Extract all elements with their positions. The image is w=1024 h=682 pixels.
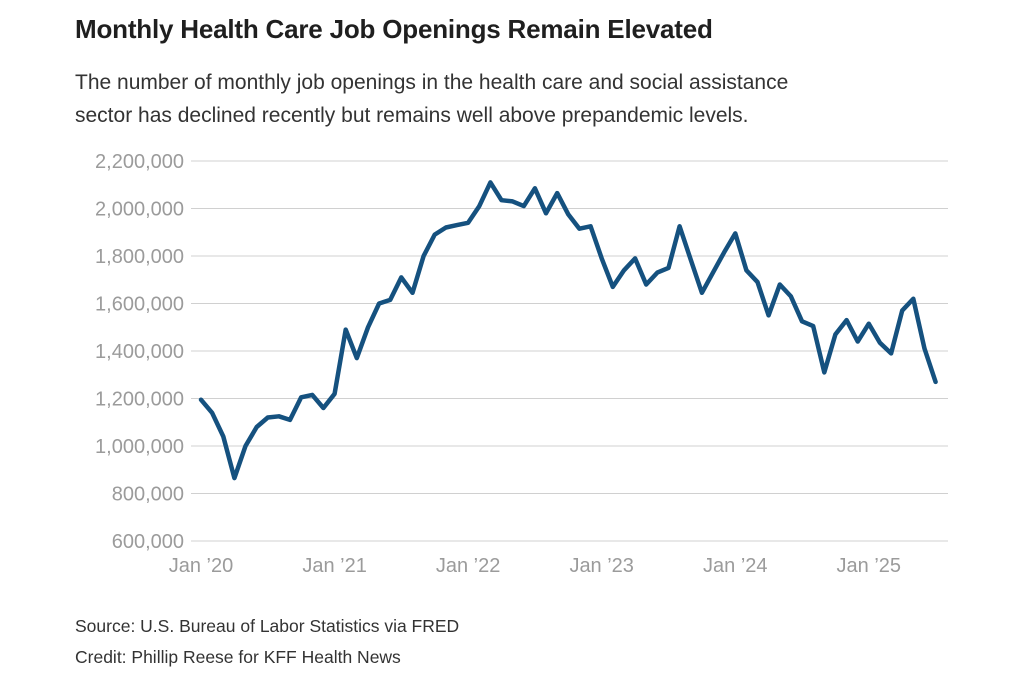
- x-tick-label: Jan ’20: [169, 555, 234, 577]
- x-tick-label: Jan ’23: [569, 555, 634, 577]
- chart-title: Monthly Health Care Job Openings Remain …: [75, 14, 713, 44]
- y-tick-label: 600,000: [112, 531, 184, 553]
- x-tick-label: Jan ’22: [436, 555, 501, 577]
- y-tick-label: 1,000,000: [95, 436, 184, 458]
- chart-footer: Source: U.S. Bureau of Labor Statistics …: [75, 611, 459, 673]
- x-tick-label: Jan ’25: [837, 555, 902, 577]
- chart-subtitle: The number of monthly job openings in th…: [75, 66, 788, 132]
- y-tick-label: 800,000: [112, 484, 184, 506]
- y-tick-label: 1,200,000: [95, 389, 184, 411]
- y-tick-label: 1,400,000: [95, 341, 184, 363]
- y-tick-label: 1,800,000: [95, 246, 184, 268]
- y-tick-label: 2,200,000: [95, 151, 184, 173]
- source-note: Source: U.S. Bureau of Labor Statistics …: [75, 616, 460, 636]
- chart-subtitle-line1: The number of monthly job openings in th…: [75, 71, 789, 94]
- y-tick-label: 2,000,000: [95, 199, 184, 221]
- job-openings-line: [198, 180, 938, 481]
- x-tick-label: Jan ’21: [302, 555, 367, 577]
- credit-note: Credit: Phillip Reese for KFF Health New…: [75, 647, 401, 667]
- y-tick-label: 1,600,000: [95, 294, 184, 316]
- x-tick-label: Jan ’24: [703, 555, 768, 577]
- chart-subtitle-line2: sector has declined recently but remains…: [75, 104, 749, 127]
